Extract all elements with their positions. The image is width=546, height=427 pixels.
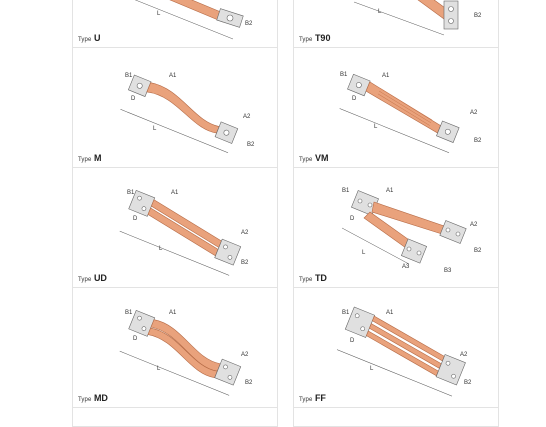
- product-label: Type UD: [78, 273, 107, 283]
- svg-text:A2: A2: [241, 230, 249, 236]
- connector-drawing-md: B1 A1 D L A2 B2: [119, 309, 253, 396]
- product-label: Type VM: [299, 153, 329, 163]
- svg-text:B1: B1: [342, 188, 350, 194]
- svg-text:A1: A1: [171, 190, 179, 196]
- product-label: Type T90: [299, 33, 331, 43]
- svg-text:D: D: [350, 338, 355, 344]
- connector-drawing-u: L B2: [134, 0, 253, 40]
- svg-text:A2: A2: [243, 114, 251, 120]
- svg-text:B2: B2: [464, 380, 472, 386]
- svg-text:A3: A3: [402, 264, 410, 270]
- svg-text:D: D: [133, 216, 138, 222]
- connector-drawing-ud: B1 A1 D L A2 B2: [119, 189, 249, 276]
- svg-text:A2: A2: [460, 352, 468, 358]
- svg-text:B1: B1: [342, 310, 350, 316]
- svg-text:D: D: [350, 216, 355, 222]
- svg-text:A2: A2: [470, 110, 478, 116]
- connector-drawing-t90: L B2: [353, 0, 482, 36]
- product-card-u[interactable]: L B2 Type U: [72, 0, 278, 48]
- svg-text:B2: B2: [245, 21, 253, 27]
- connector-drawing-vm: B1 A1 D L A2 B2: [339, 72, 482, 153]
- svg-text:L: L: [159, 246, 163, 252]
- svg-text:A1: A1: [169, 310, 177, 316]
- svg-text:A1: A1: [386, 310, 394, 316]
- product-label: Type TD: [299, 273, 327, 283]
- svg-text:A2: A2: [241, 352, 249, 358]
- product-label: Type MD: [78, 393, 108, 403]
- svg-text:B2: B2: [245, 380, 253, 386]
- product-label: Type FF: [299, 393, 326, 403]
- svg-text:B1: B1: [340, 72, 348, 78]
- svg-text:A1: A1: [386, 188, 394, 194]
- product-card-ud[interactable]: B1 A1 D L A2 B2 Type UD: [72, 167, 278, 288]
- product-card-m[interactable]: B1 A1 D L A2 B2 Type M: [72, 47, 278, 168]
- svg-text:B2: B2: [474, 248, 482, 254]
- product-card-ff[interactable]: B1 A1 D L A2 B2 Type FF: [293, 287, 499, 408]
- svg-text:B2: B2: [241, 260, 249, 266]
- svg-text:A2: A2: [470, 222, 478, 228]
- svg-text:D: D: [352, 96, 357, 102]
- svg-text:L: L: [374, 124, 378, 130]
- connector-drawing-m: B1 A1 D L A2 B2: [120, 73, 255, 153]
- svg-text:D: D: [131, 96, 136, 102]
- svg-text:B2: B2: [474, 13, 482, 19]
- product-card-partial[interactable]: [293, 407, 499, 427]
- product-card-vm[interactable]: B1 A1 D L A2 B2 Type VM: [293, 47, 499, 168]
- svg-text:L: L: [362, 250, 366, 256]
- svg-text:B1: B1: [125, 310, 133, 316]
- product-label: Type U: [78, 33, 101, 43]
- svg-text:B1: B1: [125, 73, 133, 79]
- svg-text:L: L: [157, 11, 161, 17]
- svg-text:L: L: [370, 366, 374, 372]
- product-card-td[interactable]: B1 A1 D L A2 B2 A3 B3 Type TD: [293, 167, 499, 288]
- svg-text:B1: B1: [127, 190, 135, 196]
- svg-text:L: L: [157, 366, 161, 372]
- product-card-t90[interactable]: L B2 Type T90: [293, 0, 499, 48]
- svg-text:A1: A1: [169, 73, 177, 79]
- svg-text:B2: B2: [247, 142, 255, 148]
- connector-drawing-td: B1 A1 D L A2 B2 A3 B3: [341, 188, 482, 274]
- svg-text:A1: A1: [382, 73, 390, 79]
- svg-text:B2: B2: [474, 138, 482, 144]
- svg-text:L: L: [378, 9, 382, 15]
- svg-text:B3: B3: [444, 268, 452, 274]
- product-label: Type M: [78, 153, 102, 163]
- connector-drawing-ff: B1 A1 D L A2 B2: [336, 306, 472, 397]
- product-card-md[interactable]: B1 A1 D L A2 B2 Type MD: [72, 287, 278, 408]
- svg-text:L: L: [153, 126, 157, 132]
- svg-text:D: D: [133, 336, 138, 342]
- product-card-partial[interactable]: [72, 407, 278, 427]
